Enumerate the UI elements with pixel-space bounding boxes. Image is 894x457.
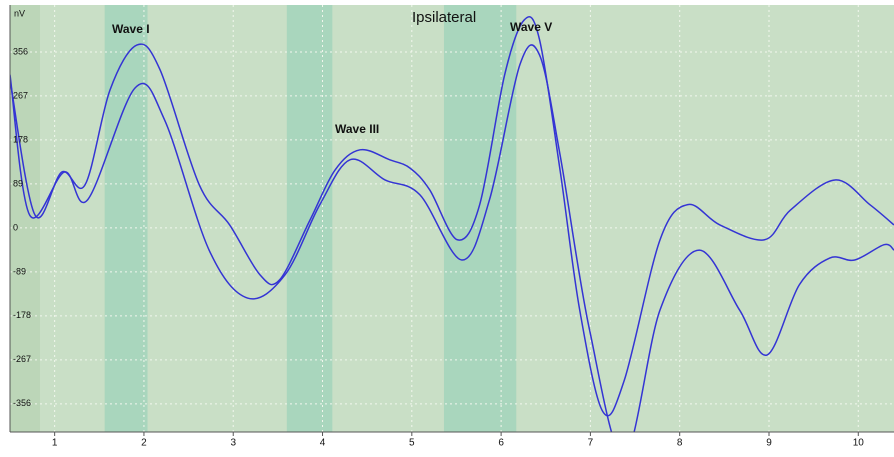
y-tick-label: -356: [13, 398, 31, 408]
highlight-band: [104, 5, 148, 432]
y-axis-label: nV: [14, 8, 25, 18]
annotation: Wave III: [335, 122, 379, 136]
y-tick-label: 89: [13, 178, 23, 188]
x-tick-label: 9: [766, 438, 772, 449]
x-tick-label: 8: [677, 438, 683, 449]
x-tick-label: 3: [230, 438, 236, 449]
axis-strip: [10, 5, 40, 432]
y-tick-label: 356: [13, 46, 28, 56]
x-tick-label: 5: [409, 438, 415, 449]
y-tick-label: -89: [13, 266, 26, 276]
y-tick-label: 267: [13, 90, 28, 100]
waveform-line: [10, 16, 894, 417]
y-tick-label: 0: [13, 222, 18, 232]
chart-title: Ipsilateral: [412, 9, 476, 26]
y-tick-label: -178: [13, 310, 31, 320]
annotation: Wave I: [112, 22, 150, 36]
x-tick-label: 7: [588, 438, 594, 449]
x-tick-label: 4: [320, 438, 326, 449]
x-tick-label: 2: [141, 438, 147, 449]
annotation: Wave V: [510, 20, 552, 34]
waveform-line: [10, 44, 894, 432]
y-tick-label: -267: [13, 354, 31, 364]
x-tick-label: 1: [52, 438, 58, 449]
x-tick-label: 6: [498, 438, 504, 449]
y-tick-label: 178: [13, 134, 28, 144]
highlight-band: [286, 5, 333, 432]
x-tick-label: 10: [853, 438, 865, 449]
